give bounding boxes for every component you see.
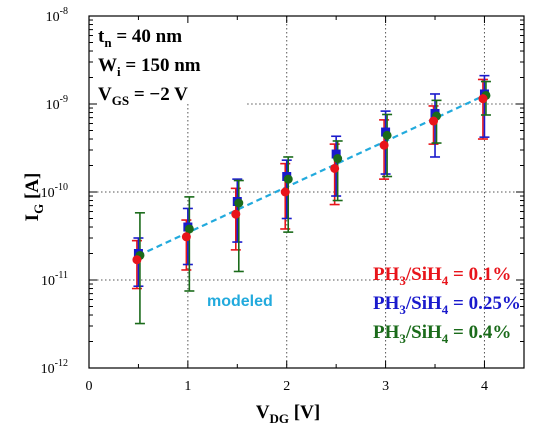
modeled-label: modeled xyxy=(207,293,273,310)
x-tick-label: 4 xyxy=(481,379,488,394)
legend-entry-0.1: PH3/SiH4 = 0.1% xyxy=(373,264,511,288)
y-tick-label: 10-8 xyxy=(46,6,68,25)
data-markers xyxy=(132,89,491,265)
x-tick-label: 0 xyxy=(86,379,93,394)
data-point-circle xyxy=(330,163,340,173)
data-point-square xyxy=(331,149,341,159)
y-axis-label: IG [A] xyxy=(22,173,46,222)
annotation-vgs: VGS = −2 V xyxy=(98,84,188,108)
y-tick-label: 10-12 xyxy=(41,358,68,377)
annotation-tn: tn = 40 nm xyxy=(98,26,182,50)
data-point-circle xyxy=(429,116,439,126)
model-line xyxy=(137,94,485,257)
y-tick-base: 10 xyxy=(46,10,60,25)
legend-entry-0.4: PH3/SiH4 = 0.4% xyxy=(373,322,511,346)
data-point-circle xyxy=(184,224,194,234)
x-tick-label: 1 xyxy=(184,379,191,394)
y-tick-exp: -8 xyxy=(60,6,68,17)
y-tick-base: 10 xyxy=(41,362,55,377)
data-point-circle xyxy=(283,174,293,184)
y-tick-label: 10-10 xyxy=(41,182,68,201)
data-point-circle xyxy=(379,140,389,150)
data-point-circle xyxy=(382,130,392,140)
y-tick-exp: -10 xyxy=(55,182,68,193)
y-tick-exp: -9 xyxy=(60,94,68,105)
data-point-circle xyxy=(234,198,244,208)
x-tick-label: 3 xyxy=(382,379,389,394)
data-point-circle xyxy=(231,209,241,219)
data-point-circle xyxy=(181,232,191,242)
x-tick-label: 2 xyxy=(283,379,290,394)
y-tick-base: 10 xyxy=(41,274,55,289)
y-tick-label: 10-11 xyxy=(41,270,68,289)
data-point-circle xyxy=(333,154,343,164)
y-tick-base: 10 xyxy=(46,98,60,113)
legend-entry-0.25: PH3/SiH4 = 0.25% xyxy=(373,293,521,317)
y-tick-exp: -12 xyxy=(55,358,68,369)
x-tick-labels: 0 1 2 3 4 xyxy=(86,379,488,394)
y-tick-exp: -11 xyxy=(55,270,68,281)
data-point-circle xyxy=(280,187,290,197)
plot-frame xyxy=(88,15,525,369)
ticks xyxy=(88,15,524,369)
y-tick-base: 10 xyxy=(41,186,55,201)
model-line-group xyxy=(137,94,485,257)
data-point-circle xyxy=(132,255,142,265)
y-tick-label: 10-9 xyxy=(46,94,68,113)
annotation-wi: Wi = 150 nm xyxy=(98,55,201,79)
x-axis-label: VDG [V] xyxy=(256,402,320,426)
data-point-circle xyxy=(478,94,488,104)
